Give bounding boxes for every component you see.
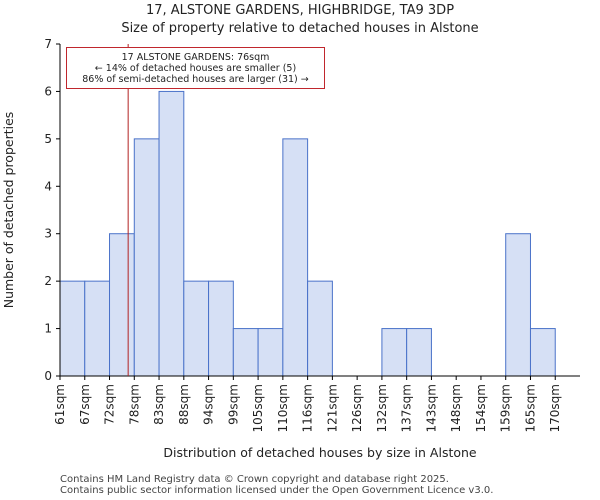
histogram-bar [406, 328, 432, 377]
chart-title: 17, ALSTONE GARDENS, HIGHBRIDGE, TA9 3DP [145, 3, 455, 18]
chart-subtitle: Size of property relative to detached ho… [121, 21, 479, 36]
y-tick-label: 4 [44, 179, 52, 193]
histogram-bar [59, 280, 86, 377]
footer-line-1: Contains HM Land Registry data © Crown c… [60, 474, 449, 485]
x-tick-label: 105sqm [251, 384, 265, 432]
x-tick-label: 72sqm [103, 384, 117, 425]
x-tick-label: 165sqm [523, 384, 537, 432]
histogram-bar [208, 280, 234, 377]
y-tick-label: 5 [44, 132, 52, 146]
marker-annotation-box: 17 ALSTONE GARDENS: 76sqm ← 14% of detac… [66, 47, 325, 89]
histogram-bar [84, 280, 111, 377]
y-tick-label: 2 [44, 274, 52, 288]
y-tick-label: 1 [44, 322, 52, 336]
histogram-bar [257, 328, 284, 377]
x-tick-label: 99sqm [226, 384, 240, 425]
histogram-bar [158, 90, 185, 377]
x-tick-label: 83sqm [152, 384, 166, 425]
histogram-bar [133, 138, 160, 377]
x-tick-label: 61sqm [53, 384, 67, 425]
histogram-bar [381, 328, 408, 377]
x-tick-label: 126sqm [350, 384, 364, 432]
histogram-bar [282, 138, 309, 377]
y-tick-label: 7 [44, 37, 52, 51]
x-tick-label: 67sqm [78, 384, 92, 425]
histogram-bar [505, 233, 531, 377]
x-tick-label: 78sqm [127, 384, 141, 425]
y-tick-label: 0 [44, 369, 52, 383]
x-tick-label: 116sqm [301, 384, 315, 432]
x-axis-label: Distribution of detached houses by size … [163, 445, 477, 460]
y-tick-label: 3 [44, 227, 52, 241]
histogram-bar [307, 280, 333, 377]
x-tick-label: 159sqm [499, 384, 513, 432]
x-tick-label: 143sqm [424, 384, 438, 432]
x-tick-label: 94sqm [202, 384, 216, 425]
x-tick-label: 148sqm [449, 384, 463, 432]
x-tick-label: 137sqm [400, 384, 414, 432]
annotation-line-3: 86% of semi-detached houses are larger (… [82, 74, 309, 85]
annotation-line-2: ← 14% of detached houses are smaller (5) [94, 63, 297, 74]
x-tick-label: 110sqm [276, 384, 290, 432]
x-tick-label: 154sqm [474, 384, 488, 432]
histogram-bar [232, 328, 259, 377]
histogram-bar [529, 328, 556, 377]
x-tick-label: 121sqm [325, 384, 339, 432]
x-tick-label: 132sqm [375, 384, 389, 432]
y-tick-label: 6 [44, 84, 52, 98]
y-axis-label: Number of detached properties [1, 112, 16, 309]
x-tick-label: 170sqm [548, 384, 562, 432]
footer-line-2: Contains public sector information licen… [60, 485, 494, 496]
histogram-bar [109, 233, 135, 377]
annotation-line-1: 17 ALSTONE GARDENS: 76sqm [121, 52, 270, 63]
x-tick-label: 88sqm [177, 384, 191, 425]
histogram-bar [183, 280, 210, 377]
